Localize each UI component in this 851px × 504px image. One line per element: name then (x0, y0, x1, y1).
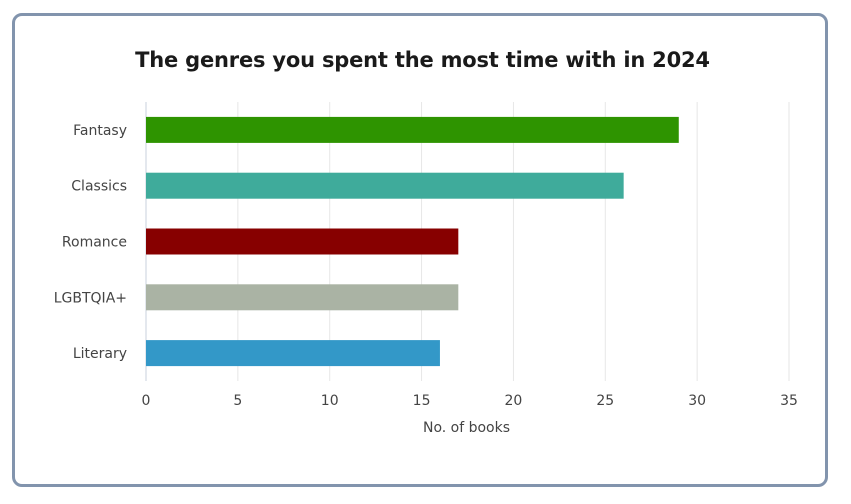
chart-title: The genres you spent the most time with … (135, 48, 710, 72)
bar-lgbtqia- (146, 284, 459, 311)
bar-literary (146, 340, 440, 367)
bar-romance (146, 228, 459, 255)
x-tick-label: 15 (413, 393, 431, 409)
category-label: Literary (73, 346, 127, 362)
x-tick-label: 0 (142, 393, 151, 409)
bar-fantasy (146, 116, 679, 143)
category-labels: Fantasy Classics Romance LGBTQIA+ Literary (54, 123, 127, 362)
x-tick-label: 25 (596, 393, 614, 409)
category-label: Classics (71, 179, 127, 195)
category-label: Romance (62, 235, 127, 251)
category-label: LGBTQIA+ (54, 290, 127, 306)
bars (146, 116, 679, 367)
x-tick-label: 5 (233, 393, 242, 409)
bar-classics (146, 172, 624, 199)
x-tick-label: 30 (688, 393, 706, 409)
x-tick-label: 35 (780, 393, 798, 409)
x-tick-label: 10 (321, 393, 339, 409)
category-label: Fantasy (73, 123, 127, 139)
x-tick-labels: 0 5 10 15 20 25 30 35 (142, 393, 798, 409)
x-tick-label: 20 (505, 393, 523, 409)
x-axis-title: No. of books (423, 420, 510, 436)
